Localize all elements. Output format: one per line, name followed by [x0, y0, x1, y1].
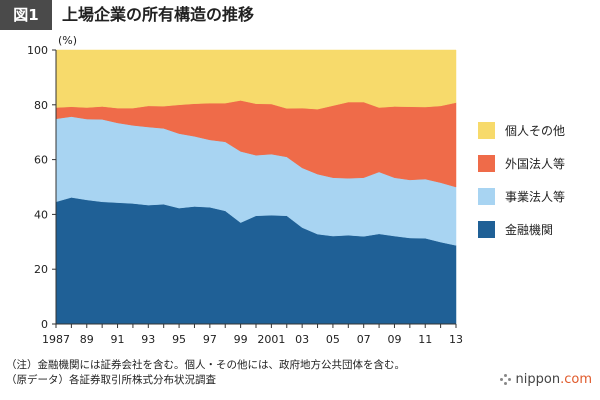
logo-dots-icon [499, 373, 512, 386]
x-tick-label: 13 [449, 333, 463, 346]
legend-label: 個人その他 [505, 123, 566, 138]
footnote-source: （原データ）各証券取引所株式分布状況調査 [6, 374, 216, 386]
logo-text: nippon [515, 372, 561, 387]
legend-item-individual: 個人その他 [478, 120, 598, 140]
x-tick-label: 93 [141, 333, 155, 346]
y-tick-label: 40 [34, 208, 48, 221]
x-tick-label: 09 [387, 333, 401, 346]
logo-suffix: .com [560, 372, 592, 387]
y-tick-label: 20 [34, 263, 48, 276]
footnotes: （注）金融機関には証券会社を含む。個人・その他には、政府地方公共団体を含む。 （… [6, 358, 405, 388]
legend-item-financial: 金融機関 [478, 219, 598, 239]
legend-item-foreign: 外国法人等 [478, 153, 598, 173]
x-tick-label: 07 [357, 333, 371, 346]
x-tick-label: 1987 [42, 333, 70, 346]
x-tick-label: 03 [295, 333, 309, 346]
x-tick-label: 95 [172, 333, 186, 346]
y-unit-label: (%) [58, 34, 77, 47]
legend-label: 外国法人等 [505, 156, 566, 171]
legend-label: 金融機関 [505, 222, 554, 237]
x-tick-label: 05 [326, 333, 340, 346]
y-tick-label: 100 [27, 44, 48, 57]
footnote-1: （注）金融機関には証券会社を含む。個人・その他には、政府地方公共団体を含む。 [6, 359, 405, 371]
x-tick-label: 97 [203, 333, 217, 346]
x-tick-label: 91 [111, 333, 125, 346]
legend-swatch [478, 121, 495, 139]
y-tick-label: 0 [41, 318, 48, 331]
legend-item-business: 事業法人等 [478, 186, 598, 206]
area-individual [55, 49, 457, 110]
chart-title: 上場企業の所有構造の推移 [62, 5, 255, 24]
legend-label: 事業法人等 [505, 189, 566, 204]
area-chart: 0 20 40 60 80 100 (%) 1987 89 91 93 95 97 99 2001 03 05 0… [27, 34, 463, 346]
chart-legend: 個人その他外国法人等事業法人等金融機関 [478, 120, 598, 252]
x-tick-label: 2001 [257, 333, 285, 346]
x-tick-label: 11 [418, 333, 432, 346]
x-tick-label: 89 [80, 333, 94, 346]
y-tick-label: 80 [34, 99, 48, 112]
legend-swatch [478, 187, 495, 205]
nippon-logo: nippon .com [499, 372, 592, 387]
figure-badge: 図1 [0, 0, 52, 30]
x-tick-label: 99 [234, 333, 248, 346]
legend-swatch [478, 220, 495, 238]
y-tick-label: 60 [34, 154, 48, 167]
header: 図1 上場企業の所有構造の推移 [0, 0, 600, 30]
legend-swatch [478, 154, 495, 172]
